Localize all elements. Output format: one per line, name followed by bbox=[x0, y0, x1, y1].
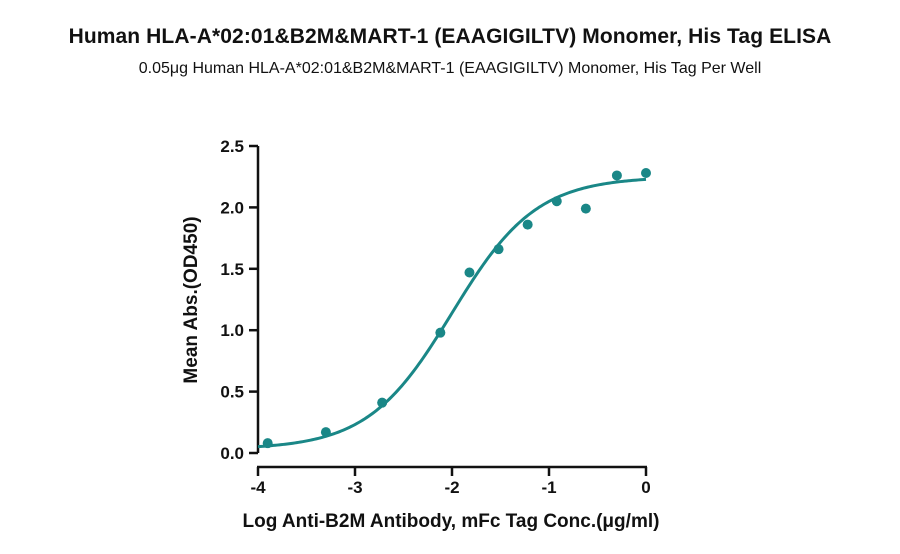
data-point bbox=[611, 170, 622, 181]
data-points bbox=[262, 168, 651, 449]
y-tick-label: 2.0 bbox=[220, 198, 244, 217]
x-tick-label: -1 bbox=[541, 478, 556, 497]
axis-ticks: 0.0 0.5 1.0 1.5 2.0 2.5 -4 -3 -2 -1 0 bbox=[220, 137, 650, 497]
y-tick-label: 1.0 bbox=[220, 321, 244, 340]
axes bbox=[256, 146, 647, 469]
y-axis-title: Mean Abs.(OD450) bbox=[181, 216, 202, 383]
chart-subtitle: 0.05μg Human HLA-A*02:01&B2M&MART-1 (EAA… bbox=[138, 60, 762, 77]
data-point bbox=[320, 427, 331, 438]
y-tick-label: 0.0 bbox=[220, 444, 244, 463]
data-point bbox=[435, 327, 446, 338]
x-tick-label: -4 bbox=[250, 478, 266, 497]
data-point bbox=[377, 397, 388, 408]
x-tick-label: -3 bbox=[347, 478, 362, 497]
fit-curve bbox=[257, 177, 647, 449]
x-tick-label: 0 bbox=[641, 478, 650, 497]
data-point bbox=[522, 219, 533, 230]
y-tick-label: 1.5 bbox=[220, 260, 244, 279]
data-point bbox=[493, 244, 504, 255]
y-tick-label: 0.5 bbox=[220, 383, 244, 402]
data-point bbox=[262, 438, 273, 449]
data-point bbox=[551, 196, 562, 207]
x-axis-title: Log Anti-B2M Antibody, mFc Tag Conc.(μg/… bbox=[243, 511, 660, 532]
x-tick-label: -2 bbox=[444, 478, 459, 497]
data-point bbox=[464, 267, 475, 278]
chart-title: Human HLA-A*02:01&B2M&MART-1 (EAAGIGILTV… bbox=[68, 25, 832, 48]
data-point bbox=[641, 168, 651, 179]
y-tick-label: 2.5 bbox=[220, 137, 244, 156]
data-point bbox=[580, 203, 591, 214]
